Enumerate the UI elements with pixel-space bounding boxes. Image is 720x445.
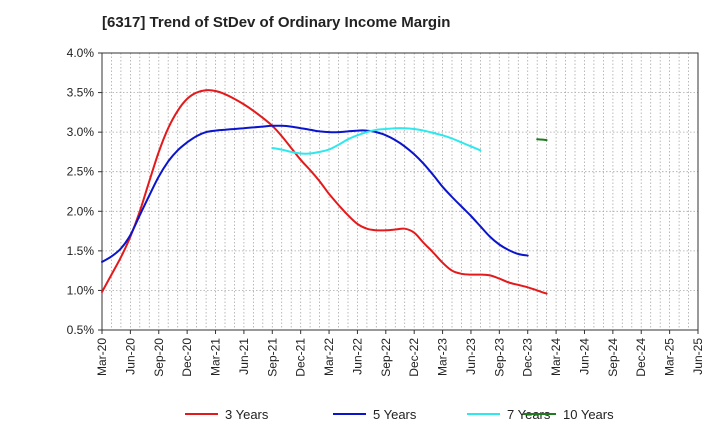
- x-tick-label: Dec-21: [294, 338, 308, 377]
- plot-area: [101, 52, 699, 331]
- x-tick-label: Sep-23: [492, 338, 506, 377]
- x-tick-label: Mar-23: [436, 338, 450, 376]
- x-tick-label: Dec-22: [407, 338, 421, 377]
- x-tick-label: Sep-24: [606, 338, 620, 377]
- y-tick-label: 4.0%: [67, 46, 95, 60]
- y-tick-label: 3.5%: [67, 86, 95, 100]
- legend-label-10-years: 10 Years: [563, 407, 614, 422]
- y-tick-label: 3.0%: [67, 125, 95, 139]
- x-tick-label: Dec-20: [180, 338, 194, 377]
- x-tick-label: Mar-22: [322, 338, 336, 376]
- x-tick-label: Mar-20: [95, 338, 109, 376]
- x-tick-label: Mar-21: [209, 338, 223, 376]
- y-tick-label: 0.5%: [67, 323, 95, 337]
- x-tick-label: Jun-22: [350, 338, 364, 375]
- x-tick-label: Mar-25: [663, 338, 677, 376]
- y-tick-label: 1.0%: [67, 283, 95, 297]
- series-line-5-years: [101, 124, 529, 263]
- legend-label-3-years: 3 Years: [225, 407, 269, 422]
- legend-label-5-years: 5 Years: [373, 407, 417, 422]
- y-tick-label: 1.5%: [67, 244, 95, 258]
- y-tick-label: 2.0%: [67, 204, 95, 218]
- series-line-3-years: [101, 89, 548, 295]
- series-line-10-years: [536, 138, 548, 142]
- chart-title: [6317] Trend of StDev of Ordinary Income…: [102, 14, 451, 31]
- x-tick-label: Jun-25: [691, 338, 705, 375]
- x-tick-label: Sep-21: [265, 338, 279, 377]
- x-tick-label: Dec-24: [634, 338, 648, 377]
- series-line-7-years: [271, 127, 482, 155]
- x-tick-label: Jun-24: [577, 338, 591, 375]
- x-tick-label: Mar-24: [549, 338, 563, 376]
- x-tick-label: Jun-23: [464, 338, 478, 375]
- x-tick-label: Sep-20: [152, 338, 166, 377]
- x-tick-label: Dec-23: [521, 338, 535, 377]
- y-tick-label: 2.5%: [67, 165, 95, 179]
- x-tick-label: Sep-22: [379, 338, 393, 377]
- x-tick-label: Jun-21: [237, 338, 251, 375]
- x-tick-label: Jun-20: [123, 338, 137, 375]
